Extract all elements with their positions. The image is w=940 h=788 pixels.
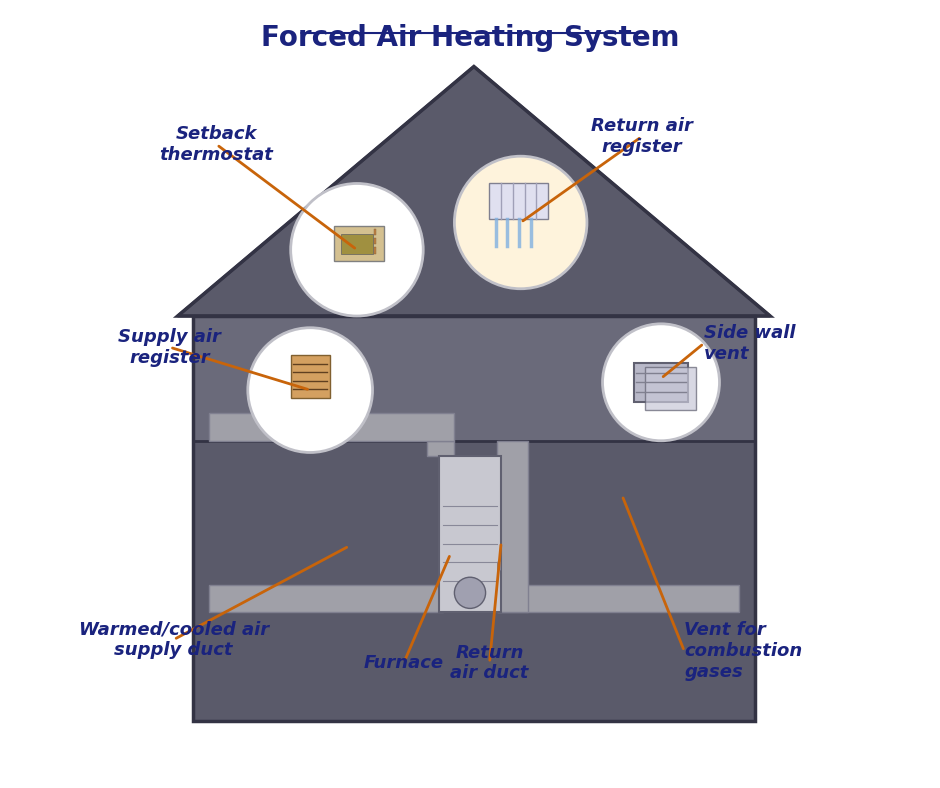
- Polygon shape: [209, 414, 454, 440]
- Polygon shape: [427, 440, 454, 456]
- Polygon shape: [439, 456, 501, 612]
- Circle shape: [248, 328, 372, 452]
- Circle shape: [603, 324, 719, 440]
- Polygon shape: [634, 362, 688, 402]
- Text: Furnace: Furnace: [364, 654, 444, 672]
- Text: Return
air duct: Return air duct: [450, 644, 528, 682]
- Polygon shape: [194, 316, 755, 440]
- Text: Setback
thermostat: Setback thermostat: [160, 125, 274, 164]
- Circle shape: [454, 156, 587, 288]
- Circle shape: [454, 578, 486, 608]
- Circle shape: [290, 184, 423, 316]
- Polygon shape: [209, 585, 443, 612]
- Text: Supply air
register: Supply air register: [118, 328, 221, 366]
- Polygon shape: [374, 229, 376, 235]
- Polygon shape: [374, 247, 376, 254]
- Polygon shape: [497, 585, 739, 612]
- Polygon shape: [194, 66, 755, 316]
- Polygon shape: [178, 66, 770, 316]
- Polygon shape: [374, 238, 376, 244]
- Text: Vent for
combustion
gases: Vent for combustion gases: [684, 622, 803, 681]
- Polygon shape: [490, 184, 548, 218]
- Polygon shape: [646, 366, 697, 410]
- Polygon shape: [497, 440, 528, 612]
- Text: Return air
register: Return air register: [590, 117, 693, 156]
- Text: Side wall
vent: Side wall vent: [704, 324, 795, 362]
- Polygon shape: [194, 316, 755, 722]
- Polygon shape: [290, 355, 330, 398]
- Polygon shape: [334, 226, 384, 262]
- Text: Warmed/cooled air
supply duct: Warmed/cooled air supply duct: [79, 620, 269, 659]
- Polygon shape: [341, 234, 372, 254]
- Text: Forced Air Heating System: Forced Air Heating System: [260, 24, 680, 52]
